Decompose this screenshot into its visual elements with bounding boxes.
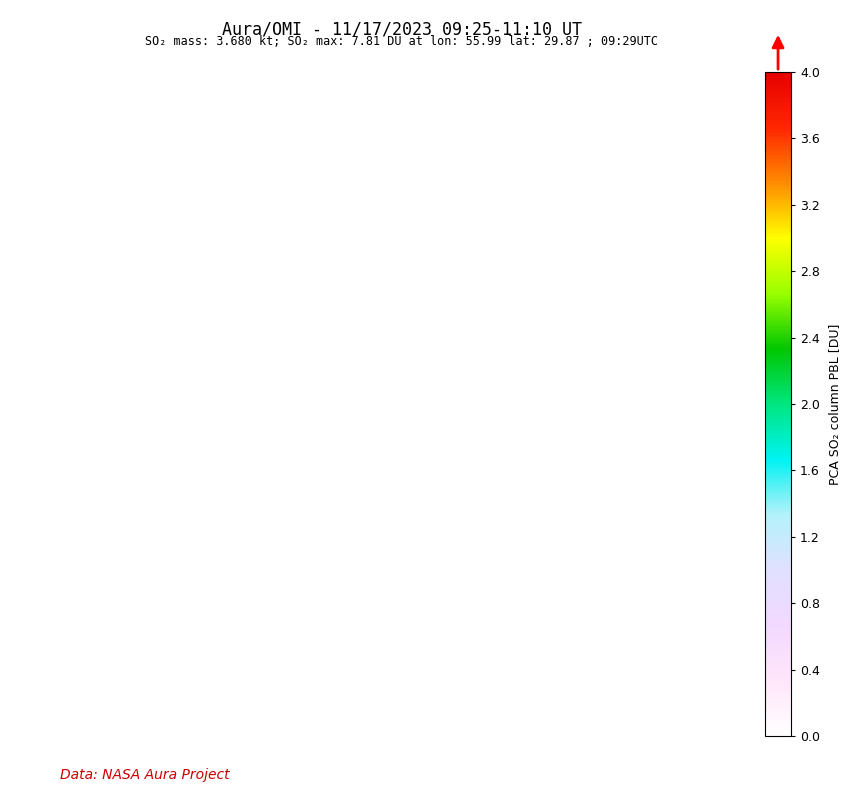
Text: Data: NASA Aura Project: Data: NASA Aura Project	[60, 768, 229, 782]
Text: Aura/OMI - 11/17/2023 09:25-11:10 UT: Aura/OMI - 11/17/2023 09:25-11:10 UT	[221, 20, 582, 38]
Text: SO₂ mass: 3.680 kt; SO₂ max: 7.81 DU at lon: 55.99 lat: 29.87 ; 09:29UTC: SO₂ mass: 3.680 kt; SO₂ max: 7.81 DU at …	[145, 35, 658, 48]
Y-axis label: PCA SO₂ column PBL [DU]: PCA SO₂ column PBL [DU]	[828, 323, 841, 485]
